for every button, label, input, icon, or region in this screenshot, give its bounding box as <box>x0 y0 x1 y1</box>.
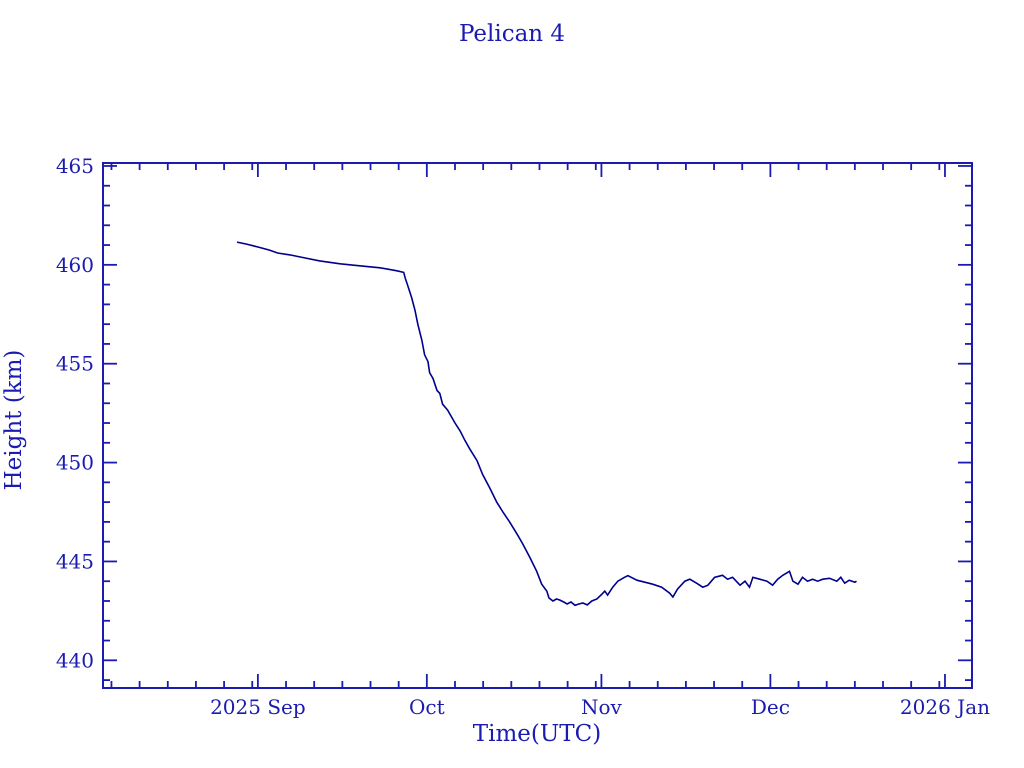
y-tick-labels: 440 445 450 455 460 465 <box>56 154 94 672</box>
axis-ticks <box>103 163 972 688</box>
series-line-height <box>236 241 857 607</box>
y-tick-label: 460 <box>56 253 94 277</box>
y-tick-label: 465 <box>56 154 94 178</box>
x-tick-label: 2026 Jan <box>900 695 990 719</box>
x-tick-label: Nov <box>581 695 623 719</box>
x-tick-label: Dec <box>751 695 790 719</box>
x-tick-label: Oct <box>409 695 445 719</box>
plot-frame <box>102 162 973 689</box>
y-tick-label: 455 <box>56 352 94 376</box>
x-tick-label: 2025 Sep <box>210 695 306 719</box>
y-axis-label: Height (km) <box>1 350 27 491</box>
y-tick-label: 445 <box>56 549 94 573</box>
y-tick-label: 450 <box>56 451 94 475</box>
data-series <box>236 241 857 607</box>
x-axis-label: Time(UTC) <box>473 721 601 747</box>
y-tick-label: 440 <box>56 648 94 672</box>
x-tick-labels: 2025 Sep Oct Nov Dec 2026 Jan <box>210 695 990 719</box>
chart-title: Pelican 4 <box>459 21 565 47</box>
